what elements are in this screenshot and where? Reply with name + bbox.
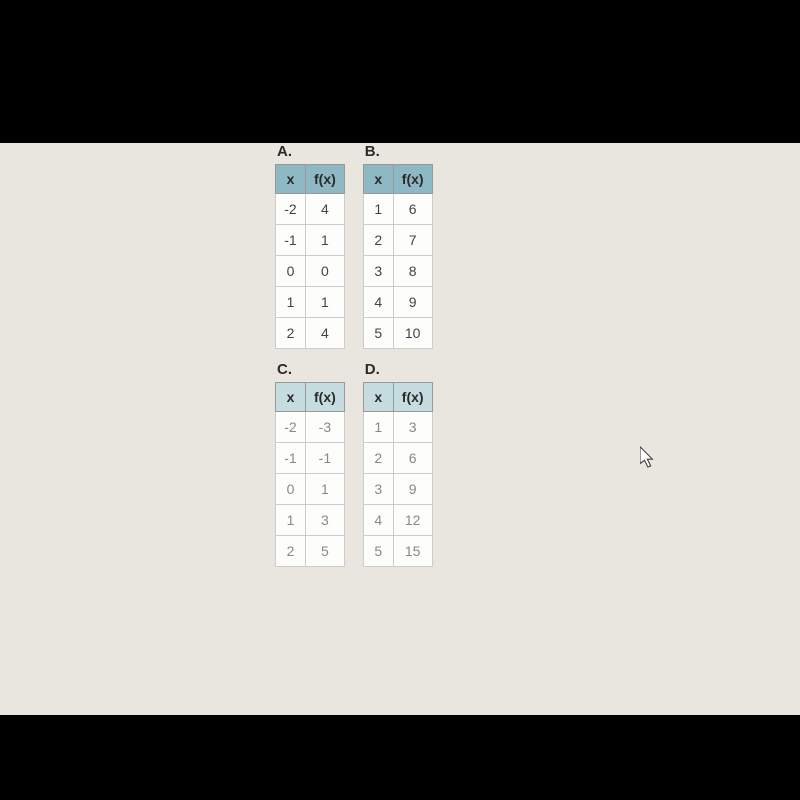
cell: 1: [306, 474, 345, 505]
cell: 8: [393, 256, 432, 287]
cell: -1: [276, 443, 306, 474]
table-row-1: A. x f(x) -24 -11 00 11 24 B. x: [275, 143, 433, 349]
cell: 2: [363, 443, 393, 474]
cell: 1: [276, 505, 306, 536]
cell: 3: [393, 412, 432, 443]
cell: 6: [393, 443, 432, 474]
cell: 12: [393, 505, 432, 536]
content-area: A. x f(x) -24 -11 00 11 24 B. x: [0, 143, 800, 715]
table-row-2: C. x f(x) -2-3 -1-1 01 13 25 D.: [275, 361, 433, 567]
table-d-col-fx: f(x): [393, 383, 432, 412]
mouse-cursor-icon: [640, 446, 658, 470]
cell: 1: [306, 287, 345, 318]
table-d: x f(x) 13 26 39 412 515: [363, 382, 433, 567]
cell: 1: [363, 412, 393, 443]
table-c-label: C.: [275, 361, 345, 378]
cell: -1: [276, 225, 306, 256]
cell: -3: [306, 412, 345, 443]
table-a: x f(x) -24 -11 00 11 24: [275, 164, 345, 349]
cell: -1: [306, 443, 345, 474]
table-d-col-x: x: [363, 383, 393, 412]
cell: 4: [363, 505, 393, 536]
table-d-label: D.: [363, 361, 433, 378]
cell: 3: [306, 505, 345, 536]
cell: 0: [276, 256, 306, 287]
cell: -2: [276, 194, 306, 225]
cell: 9: [393, 474, 432, 505]
cell: 5: [306, 536, 345, 567]
cell: 15: [393, 536, 432, 567]
cell: 7: [393, 225, 432, 256]
table-c-wrapper: C. x f(x) -2-3 -1-1 01 13 25: [275, 361, 345, 567]
cell: 2: [363, 225, 393, 256]
table-c-col-fx: f(x): [306, 383, 345, 412]
cell: 3: [363, 474, 393, 505]
cell: -2: [276, 412, 306, 443]
table-b-wrapper: B. x f(x) 16 27 38 49 510: [363, 143, 433, 349]
table-b: x f(x) 16 27 38 49 510: [363, 164, 433, 349]
table-a-wrapper: A. x f(x) -24 -11 00 11 24: [275, 143, 345, 349]
table-b-col-fx: f(x): [393, 165, 432, 194]
cell: 0: [276, 474, 306, 505]
cell: 5: [363, 318, 393, 349]
tables-container: A. x f(x) -24 -11 00 11 24 B. x: [275, 143, 433, 579]
cell: 5: [363, 536, 393, 567]
table-c-col-x: x: [276, 383, 306, 412]
cell: 10: [393, 318, 432, 349]
cell: 4: [306, 194, 345, 225]
cell: 1: [276, 287, 306, 318]
cell: 4: [363, 287, 393, 318]
cell: 2: [276, 318, 306, 349]
cell: 3: [363, 256, 393, 287]
cell: 2: [276, 536, 306, 567]
table-d-wrapper: D. x f(x) 13 26 39 412 515: [363, 361, 433, 567]
table-a-label: A.: [275, 143, 345, 160]
table-c: x f(x) -2-3 -1-1 01 13 25: [275, 382, 345, 567]
cell: 4: [306, 318, 345, 349]
table-b-label: B.: [363, 143, 433, 160]
table-a-col-x: x: [276, 165, 306, 194]
cell: 9: [393, 287, 432, 318]
cell: 0: [306, 256, 345, 287]
table-a-col-fx: f(x): [306, 165, 345, 194]
cell: 1: [363, 194, 393, 225]
cell: 6: [393, 194, 432, 225]
cell: 1: [306, 225, 345, 256]
table-b-col-x: x: [363, 165, 393, 194]
